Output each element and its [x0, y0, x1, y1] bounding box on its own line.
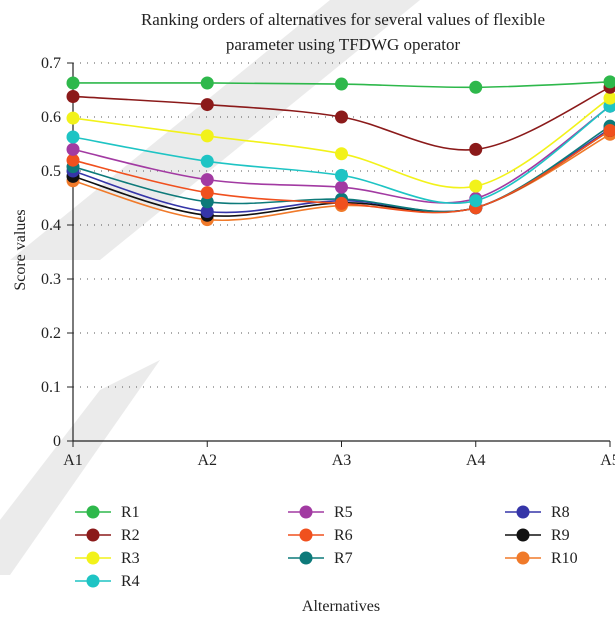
legend-swatch-marker [299, 528, 313, 542]
legend-swatch-marker [516, 505, 530, 519]
legend-label: R5 [334, 504, 353, 521]
legend-item-r9: R9 [505, 527, 570, 544]
y-tick-label: 0 [53, 433, 61, 450]
legend-label: R3 [121, 550, 140, 567]
data-point-r6 [603, 124, 615, 137]
y-tick-label: 0.3 [41, 271, 61, 288]
legend-label: R2 [121, 527, 140, 544]
chart-title-line-2: parameter using TFDWG operator [226, 35, 461, 54]
legend-label: R8 [551, 504, 570, 521]
chart-title-line-1: Ranking orders of alternatives for sever… [141, 10, 545, 29]
legend-label: R4 [121, 573, 140, 590]
y-tick-labels: 0 0.1 0.2 0.3 0.4 0.5 0.6 0.7 [41, 55, 61, 450]
legend-item-r10: R10 [505, 550, 578, 567]
y-tick-label: 0.6 [41, 109, 61, 126]
data-point-r7 [200, 195, 214, 209]
data-point-r4 [200, 154, 214, 168]
data-point-r2 [66, 89, 80, 103]
legend-swatch-marker [86, 551, 100, 565]
legend-swatch-marker [516, 551, 530, 565]
legend-label: R1 [121, 504, 140, 521]
y-tick-label: 0.1 [41, 379, 61, 396]
y-axis-title: Score values [12, 209, 29, 290]
data-point-r6 [200, 186, 214, 200]
data-point-r1 [469, 80, 483, 94]
x-tick-label: A4 [466, 452, 486, 469]
legend-swatch-marker [299, 505, 313, 519]
legend-item-r8: R8 [505, 504, 570, 521]
x-tick-labels: A1 A2 A3 A4 A5 [63, 452, 615, 469]
legend-label: R10 [551, 550, 578, 567]
x-tick-label: A3 [332, 452, 352, 469]
data-point-r4 [335, 168, 348, 182]
legend-label: R6 [334, 527, 353, 544]
x-tick-label: A1 [63, 452, 83, 469]
x-tick-label: A5 [600, 452, 615, 469]
legend-swatch-marker [299, 551, 313, 565]
data-point-r6 [66, 153, 80, 167]
legend-item-r3: R3 [75, 550, 140, 567]
data-point-r4 [66, 130, 80, 144]
data-point-r5 [66, 142, 80, 156]
y-tick-label: 0.4 [41, 217, 61, 234]
data-point-r6 [335, 196, 348, 210]
x-axis-title: Alternatives [302, 598, 380, 615]
data-point-r5 [200, 173, 214, 187]
legend-item-r7: R7 [288, 550, 353, 567]
data-point-r1 [335, 77, 348, 91]
legend-swatch-marker [86, 574, 100, 588]
data-point-r2 [200, 98, 214, 112]
data-point-r1 [603, 75, 615, 89]
legend-item-r4: R4 [75, 573, 140, 590]
y-tick-label: 0.7 [41, 55, 61, 72]
data-point-r8 [200, 205, 214, 218]
y-tick-label: 0.5 [41, 163, 61, 180]
legend-label: R7 [334, 550, 353, 567]
axes [67, 62, 611, 447]
data-point-r3 [66, 111, 80, 125]
data-point-r2 [469, 142, 483, 156]
data-point-r3 [335, 147, 348, 161]
legend-label: R9 [551, 527, 570, 544]
legend-swatch-marker [86, 505, 100, 519]
data-point-r1 [200, 76, 214, 90]
legend-item-r2: R2 [75, 527, 140, 544]
series-markers [66, 75, 615, 227]
legend: R1 R2 R3 R4 R5 R6 R7 R8 R9 R10 [75, 504, 578, 590]
data-point-r3 [603, 91, 615, 105]
legend-swatch-marker [86, 528, 100, 542]
x-tick-label: A2 [197, 452, 217, 469]
data-point-r3 [200, 129, 214, 143]
legend-swatch-marker [516, 528, 530, 542]
legend-item-r6: R6 [288, 527, 353, 544]
legend-item-r1: R1 [75, 504, 140, 521]
data-point-r1 [66, 76, 80, 90]
y-tick-label: 0.2 [41, 325, 61, 342]
data-point-r2 [335, 110, 348, 124]
data-point-r5 [335, 180, 348, 194]
data-point-r4 [469, 194, 483, 208]
legend-item-r5: R5 [288, 504, 353, 521]
data-point-r3 [469, 179, 483, 193]
